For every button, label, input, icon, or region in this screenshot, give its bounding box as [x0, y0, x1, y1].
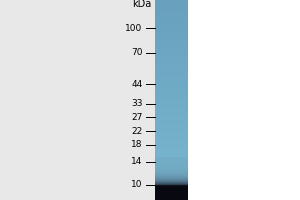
Text: 14: 14 — [131, 157, 142, 166]
Text: 33: 33 — [131, 99, 142, 108]
Bar — [0, 0, 154, 200]
Text: 22: 22 — [131, 127, 142, 136]
Text: 18: 18 — [131, 140, 142, 149]
Text: 70: 70 — [131, 48, 142, 57]
Bar — [188, 0, 300, 200]
Text: 44: 44 — [131, 80, 142, 89]
Text: 27: 27 — [131, 113, 142, 122]
Text: 10: 10 — [131, 180, 142, 189]
Text: kDa: kDa — [132, 0, 152, 9]
Text: 100: 100 — [125, 24, 142, 33]
